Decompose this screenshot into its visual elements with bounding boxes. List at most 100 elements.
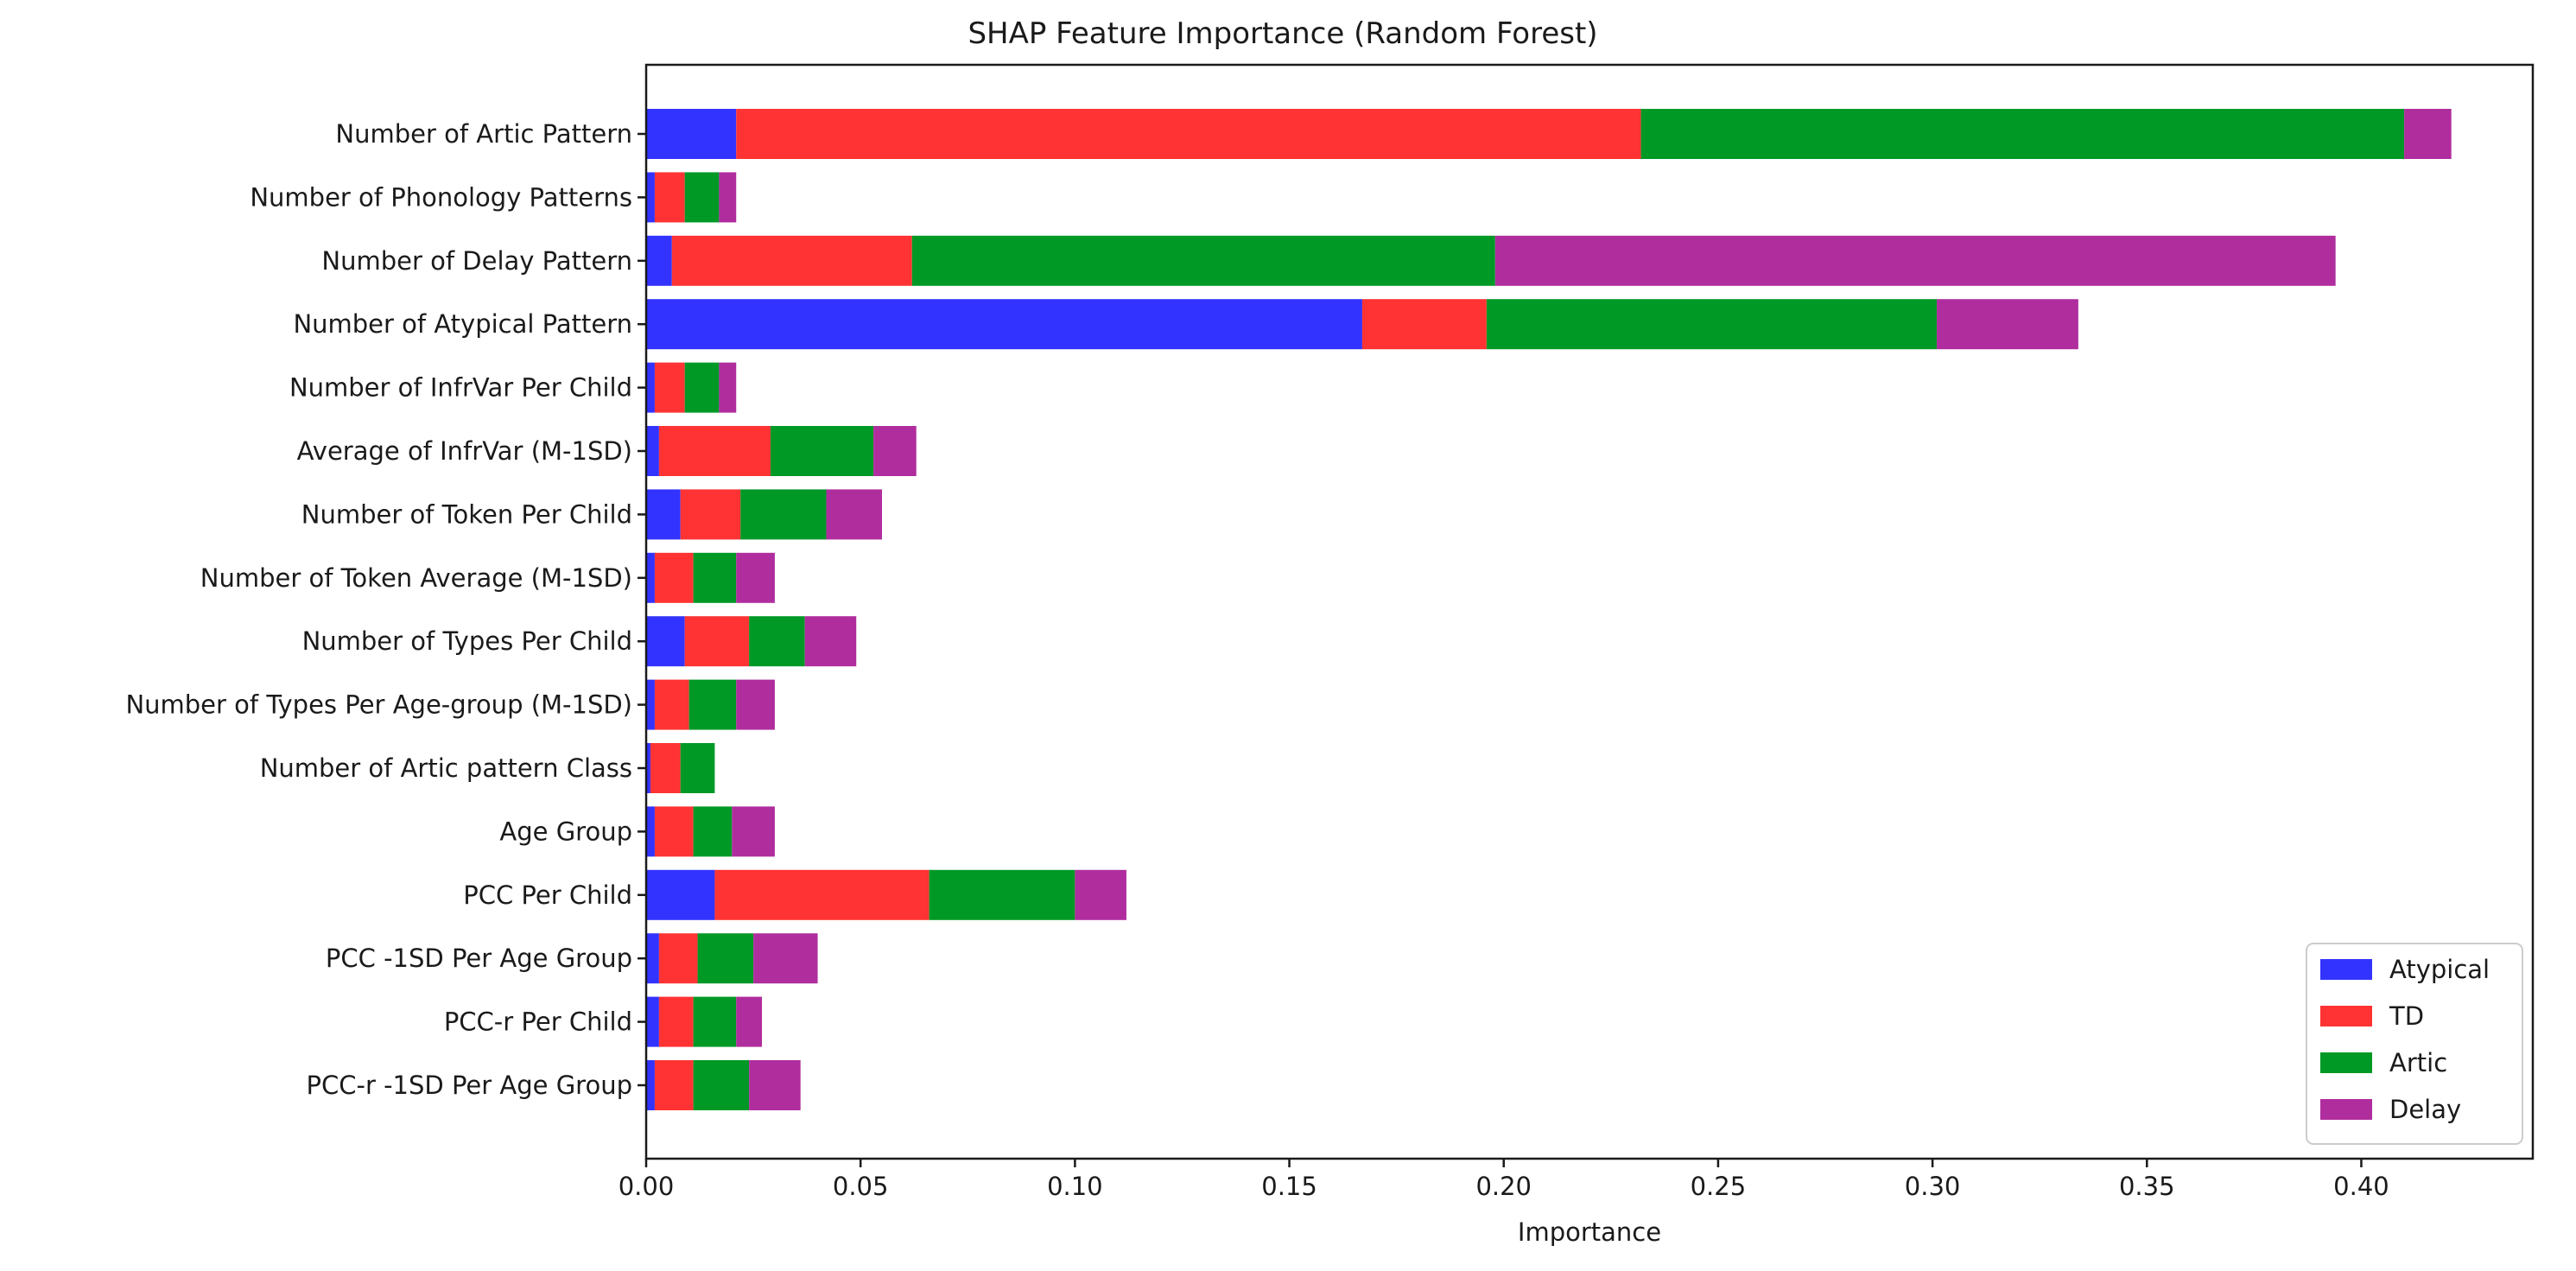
bar-atypical-number-of-delay-pattern — [646, 235, 672, 286]
bar-artic-number-of-infrvar-per-child — [684, 362, 720, 413]
bar-atypical-pcc-r-per-child — [646, 996, 659, 1047]
y-tick-label-number-of-phonology-patterns: Number of Phonology Patterns — [250, 182, 632, 212]
bar-atypical-pcc-1sd-per-age-group — [646, 933, 659, 984]
legend-label-td: TD — [2389, 1001, 2424, 1031]
bar-td-number-of-token-average-m-1sd — [654, 552, 694, 603]
bar-td-number-of-token-per-child — [680, 489, 741, 540]
bar-td-number-of-delay-pattern — [671, 235, 912, 286]
bar-delay-pcc-per-child — [1075, 869, 1126, 920]
x-tick-label-0-15: 0.15 — [1261, 1172, 1317, 1201]
x-tick-label-0-30: 0.30 — [1905, 1172, 1961, 1201]
x-tick-label-0-05: 0.05 — [833, 1172, 889, 1201]
bar-artic-number-of-artic-pattern — [1640, 109, 2405, 159]
bar-artic-average-of-infrvar-m-1sd — [770, 426, 874, 476]
bar-atypical-pcc-r-1sd-per-age-group — [646, 1060, 655, 1110]
y-tick-label-number-of-token-per-child: Number of Token Per Child — [301, 499, 632, 529]
bar-td-pcc-r-per-child — [658, 996, 694, 1047]
bars-layer — [646, 109, 2452, 1110]
y-axis: Number of Artic Pattern Number of Phonolo… — [125, 119, 646, 1100]
bar-td-pcc-r-1sd-per-age-group — [654, 1060, 694, 1110]
x-tick-label-0-20: 0.20 — [1475, 1172, 1532, 1201]
bar-artic-number-of-token-average-m-1sd — [693, 552, 737, 603]
bar-delay-pcc-1sd-per-age-group — [753, 933, 818, 984]
bar-delay-number-of-delay-pattern — [1494, 235, 2336, 286]
y-tick-label-number-of-atypical-pattern: Number of Atypical Pattern — [293, 309, 632, 339]
x-tick-label-0-35: 0.35 — [2119, 1172, 2175, 1201]
bar-atypical-number-of-types-per-child — [646, 616, 685, 667]
x-tick-label-0-25: 0.25 — [1691, 1172, 1747, 1201]
bar-delay-number-of-token-average-m-1sd — [736, 552, 775, 603]
y-tick-label-number-of-artic-pattern-class: Number of Artic pattern Class — [260, 753, 632, 783]
bar-artic-pcc-1sd-per-age-group — [697, 933, 754, 984]
legend-label-delay: Delay — [2389, 1095, 2461, 1124]
y-tick-label-number-of-token-average-m-1sd: Number of Token Average (M-1SD) — [200, 563, 632, 593]
legend-frame — [2306, 943, 2523, 1145]
bar-atypical-number-of-phonology-patterns — [646, 172, 655, 223]
bar-delay-number-of-infrvar-per-child — [719, 362, 737, 413]
bar-atypical-number-of-artic-pattern-class — [646, 743, 650, 793]
x-axis-label: Importance — [1518, 1217, 1661, 1247]
bar-td-average-of-infrvar-m-1sd — [658, 426, 771, 476]
bar-delay-number-of-types-per-child — [804, 616, 857, 667]
bar-delay-average-of-infrvar-m-1sd — [873, 426, 917, 476]
plot-area-frame — [644, 63, 2535, 1160]
bar-td-number-of-artic-pattern — [736, 109, 1641, 159]
bar-delay-number-of-types-per-age-group-m-1sd — [736, 679, 775, 730]
bar-atypical-number-of-atypical-pattern — [646, 299, 1362, 350]
y-tick-label-age-group: Age Group — [499, 817, 632, 846]
bar-delay-pcc-r-per-child — [736, 996, 763, 1047]
bar-atypical-age-group — [646, 806, 655, 857]
bar-td-age-group — [654, 806, 694, 857]
legend-swatch-atypical — [2320, 959, 2372, 980]
bar-artic-age-group — [693, 806, 733, 857]
x-tick-label-0-40: 0.40 — [2333, 1172, 2389, 1201]
bar-td-number-of-types-per-child — [684, 616, 750, 667]
legend-swatch-delay — [2320, 1099, 2372, 1120]
bar-delay-number-of-artic-pattern — [2404, 109, 2452, 159]
bar-delay-number-of-token-per-child — [826, 489, 882, 540]
bar-td-number-of-artic-pattern-class — [650, 743, 681, 793]
x-axis: 0.00 0.05 0.10 0.15 0.20 0.25 0.30 0.35 0.40 — [619, 1159, 2389, 1201]
bar-td-pcc-per-child — [714, 869, 930, 920]
legend: Atypical TD Artic Delay — [2306, 943, 2523, 1145]
bar-artic-number-of-atypical-pattern — [1486, 299, 1938, 350]
x-tick-label-0-00: 0.00 — [619, 1172, 675, 1201]
y-tick-label-number-of-types-per-age-group-m-1sd: Number of Types Per Age-group (M-1SD) — [125, 690, 632, 720]
bar-atypical-number-of-token-average-m-1sd — [646, 552, 655, 603]
bar-atypical-number-of-infrvar-per-child — [646, 362, 655, 413]
legend-label-atypical: Atypical — [2389, 955, 2490, 984]
bar-artic-pcc-r-1sd-per-age-group — [693, 1060, 750, 1110]
bar-delay-number-of-atypical-pattern — [1937, 299, 2078, 350]
y-tick-label-number-of-artic-pattern: Number of Artic Pattern — [335, 119, 632, 149]
bar-artic-number-of-phonology-patterns — [684, 172, 720, 223]
bar-artic-number-of-types-per-child — [749, 616, 805, 667]
y-tick-label-number-of-infrvar-per-child: Number of InfrVar Per Child — [289, 373, 632, 403]
chart-title: SHAP Feature Importance (Random Forest) — [968, 16, 1597, 51]
bar-atypical-number-of-artic-pattern — [646, 109, 737, 159]
bar-atypical-number-of-token-per-child — [646, 489, 681, 540]
bar-atypical-pcc-per-child — [646, 869, 715, 920]
bar-td-number-of-types-per-age-group-m-1sd — [654, 679, 689, 730]
x-tick-label-0-10: 0.10 — [1047, 1172, 1103, 1201]
bar-artic-number-of-delay-pattern — [911, 235, 1495, 286]
legend-swatch-artic — [2320, 1052, 2372, 1073]
bar-atypical-number-of-types-per-age-group-m-1sd — [646, 679, 655, 730]
bar-delay-pcc-r-1sd-per-age-group — [749, 1060, 801, 1110]
legend-label-artic: Artic — [2389, 1048, 2447, 1077]
bar-td-number-of-infrvar-per-child — [654, 362, 685, 413]
y-tick-label-number-of-types-per-child: Number of Types Per Child — [302, 626, 632, 656]
bar-artic-number-of-artic-pattern-class — [680, 743, 715, 793]
bar-td-number-of-atypical-pattern — [1361, 299, 1487, 350]
y-tick-label-number-of-delay-pattern: Number of Delay Pattern — [321, 246, 632, 276]
bar-delay-age-group — [732, 806, 775, 857]
legend-swatch-td — [2320, 1006, 2372, 1026]
bar-artic-pcc-r-per-child — [693, 996, 737, 1047]
bar-td-number-of-phonology-patterns — [654, 172, 685, 223]
y-tick-label-pcc-r-1sd-per-age-group: PCC-r -1SD Per Age Group — [307, 1071, 633, 1100]
y-tick-label-pcc-r-per-child: PCC-r Per Child — [444, 1007, 632, 1037]
y-tick-label-pcc-1sd-per-age-group: PCC -1SD Per Age Group — [326, 944, 632, 973]
bar-artic-number-of-token-per-child — [740, 489, 827, 540]
bar-td-pcc-1sd-per-age-group — [658, 933, 698, 984]
bar-atypical-average-of-infrvar-m-1sd — [646, 426, 659, 476]
